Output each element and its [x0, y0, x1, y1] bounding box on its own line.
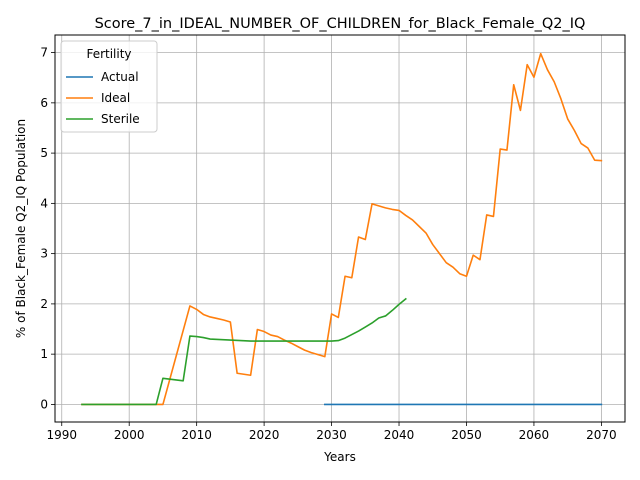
y-tick-label: 3 [40, 247, 48, 261]
legend-items: Actual Ideal Sterile [66, 70, 140, 126]
x-tick-label: 1990 [46, 428, 77, 442]
x-axis-title: Years [323, 450, 356, 464]
x-tick-label: 2050 [451, 428, 482, 442]
series-line-sterile [81, 297, 407, 406]
x-tick-label: 2030 [316, 428, 347, 442]
x-tick-label: 2010 [181, 428, 212, 442]
legend-label-actual: Actual [101, 70, 139, 84]
series-line-ideal [81, 52, 603, 406]
y-tick-label: 7 [40, 46, 48, 60]
y-tick-label: 5 [40, 146, 48, 160]
legend-label-sterile: Sterile [101, 112, 140, 126]
y-axis-title: % of Black_Female Q2_IQ Population [14, 119, 28, 338]
series-lines [81, 52, 603, 406]
y-tick-label: 2 [40, 297, 48, 311]
y-tick-label: 1 [40, 347, 48, 361]
x-tick-label: 2070 [586, 428, 617, 442]
legend-label-ideal: Ideal [101, 91, 130, 105]
chart-title: Score_7_in_IDEAL_NUMBER_OF_CHILDREN_for_… [95, 16, 586, 32]
x-tick-label: 2060 [519, 428, 550, 442]
legend: Fertility Actual Ideal Sterile [60, 40, 158, 133]
y-tick-label: 0 [40, 397, 48, 411]
x-tick-label: 2000 [114, 428, 145, 442]
plot-frame [54, 34, 626, 423]
y-axis-ticks: 0 1 2 3 4 5 6 7 [40, 46, 55, 411]
x-tick-label: 2040 [384, 428, 415, 442]
x-axis-ticks: 1990 2000 2010 2020 2030 2040 2050 2060 2070 [46, 422, 617, 442]
y-tick-label: 4 [40, 196, 48, 210]
y-tick-label: 6 [40, 96, 48, 110]
legend-box [60, 40, 158, 133]
x-tick-label: 2020 [249, 428, 280, 442]
legend-title: Fertility [86, 47, 131, 61]
